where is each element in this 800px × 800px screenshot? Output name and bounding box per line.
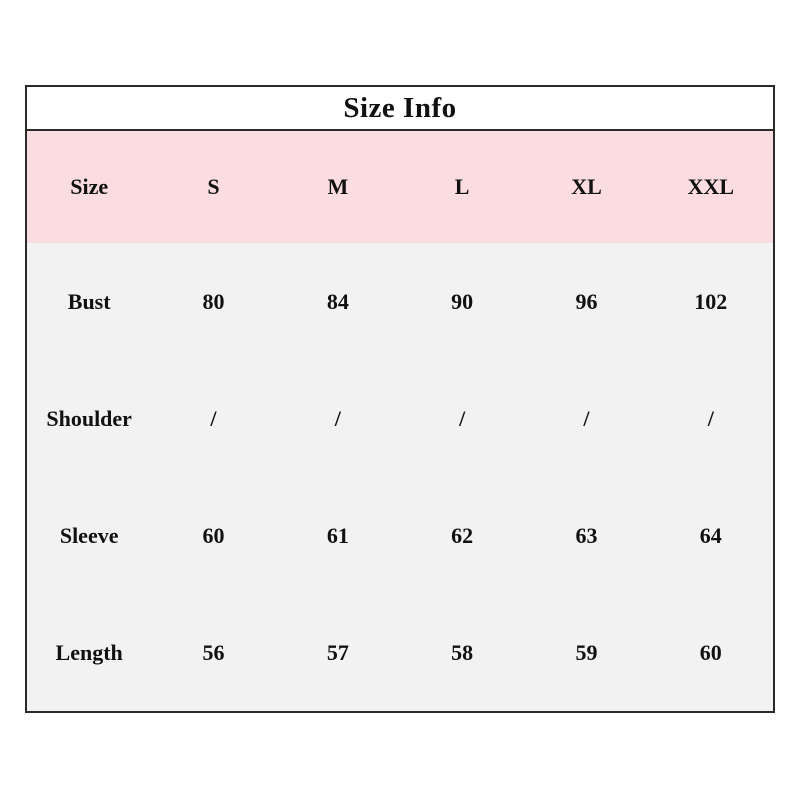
cell-bust-s: 80 [202, 288, 225, 314]
row-label-shoulder: Shoulder [46, 405, 132, 431]
cell-length-xxl: 60 [699, 639, 722, 665]
cell-length-m: 57 [326, 639, 349, 665]
table-row: Length 56 57 58 59 60 [27, 594, 773, 711]
row-label-sleeve: Sleeve [59, 522, 119, 548]
row-label-bust: Bust [67, 288, 111, 314]
cell-bust-m: 84 [326, 288, 349, 314]
header-cell-size: Size [70, 174, 109, 199]
cell-sleeve-m: 61 [326, 522, 349, 548]
header-cell-m: M [327, 174, 349, 199]
table-title-row: Size Info [27, 87, 773, 131]
cell-shoulder-xxl: / [707, 405, 714, 431]
cell-sleeve-xxl: 64 [699, 522, 722, 548]
cell-length-l: 58 [451, 639, 474, 665]
cell-length-xl: 59 [575, 639, 598, 665]
cell-sleeve-xl: 63 [575, 522, 598, 548]
table-row: Bust 80 84 90 96 102 [27, 243, 773, 360]
cell-shoulder-s: / [210, 405, 217, 431]
cell-length-s: 56 [202, 639, 225, 665]
header-cell-xl: XL [571, 174, 602, 199]
header-cell-l: L [454, 174, 470, 199]
header-cell-xxl: XXL [687, 174, 735, 199]
cell-shoulder-m: / [334, 405, 341, 431]
cell-sleeve-l: 62 [451, 522, 474, 548]
table-header-row: Size S M L XL XXL [27, 131, 773, 243]
cell-shoulder-xl: / [583, 405, 590, 431]
size-info-table: Size Info Size S M L XL XXL Bust 80 84 9… [25, 85, 775, 713]
table-row: Shoulder / / / / / [27, 360, 773, 477]
table-body: Bust 80 84 90 96 102 Shoulder / / / / / … [27, 243, 773, 711]
header-cell-s: S [207, 174, 220, 199]
page-title: Size Info [343, 91, 457, 124]
table-row: Sleeve 60 61 62 63 64 [27, 477, 773, 594]
cell-bust-l: 90 [451, 288, 474, 314]
cell-bust-xxl: 102 [694, 288, 728, 314]
cell-sleeve-s: 60 [202, 522, 225, 548]
cell-bust-xl: 96 [575, 288, 598, 314]
cell-shoulder-l: / [459, 405, 466, 431]
row-label-length: Length [55, 639, 123, 665]
